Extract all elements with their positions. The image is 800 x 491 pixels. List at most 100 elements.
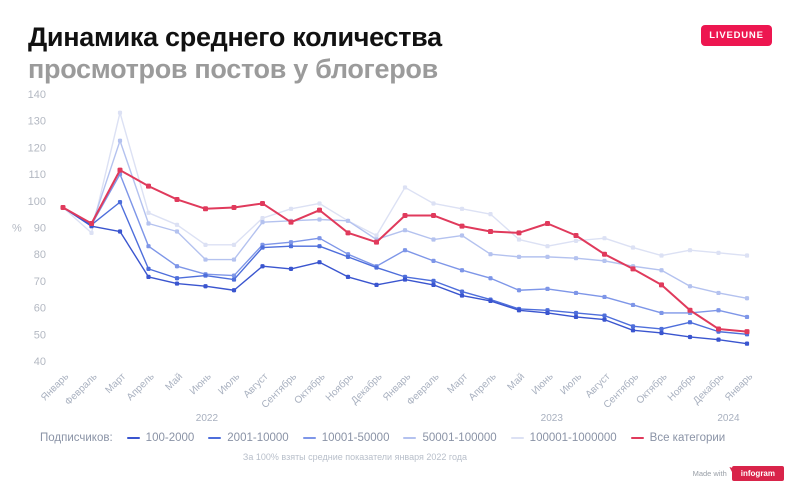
data-point[interactable] (716, 337, 721, 342)
data-point[interactable] (374, 233, 379, 238)
data-point[interactable] (345, 254, 351, 259)
data-point[interactable] (402, 277, 408, 282)
data-point[interactable] (203, 242, 208, 247)
data-point[interactable] (402, 185, 408, 190)
data-point[interactable] (630, 302, 636, 308)
legend-item-2001-10000[interactable]: 2001-10000 (208, 432, 289, 444)
data-point[interactable] (374, 265, 379, 270)
data-point[interactable] (687, 334, 693, 340)
data-point[interactable] (431, 282, 436, 288)
data-point[interactable] (687, 248, 693, 253)
legend-item-100-2000[interactable]: 100-2000 (126, 432, 194, 444)
data-point[interactable] (174, 264, 180, 269)
data-point[interactable] (288, 266, 294, 271)
data-point[interactable] (260, 264, 265, 269)
data-point[interactable] (516, 230, 522, 236)
data-point[interactable] (174, 222, 180, 227)
data-point[interactable] (716, 250, 721, 255)
data-point[interactable] (602, 294, 607, 300)
data-point[interactable] (402, 228, 408, 233)
data-point[interactable] (744, 253, 750, 258)
legend-item-50001-100000[interactable]: 50001-100000 (403, 432, 497, 444)
data-point[interactable] (174, 229, 180, 234)
data-point[interactable] (687, 284, 693, 289)
data-point[interactable] (459, 293, 465, 298)
data-point[interactable] (231, 277, 237, 282)
data-point[interactable] (659, 253, 664, 258)
data-point[interactable] (402, 248, 408, 253)
data-point[interactable] (117, 110, 123, 115)
infogram-credit[interactable]: Made with infogram (693, 466, 784, 481)
data-point[interactable] (231, 257, 237, 262)
data-point[interactable] (203, 284, 208, 289)
data-point[interactable] (89, 230, 94, 235)
data-point[interactable] (260, 220, 265, 225)
data-point[interactable] (716, 290, 721, 296)
data-point[interactable] (459, 223, 465, 229)
data-point[interactable] (744, 341, 750, 346)
data-point[interactable] (545, 254, 550, 259)
data-point[interactable] (260, 216, 265, 221)
data-point[interactable] (459, 268, 465, 273)
data-point[interactable] (117, 229, 123, 234)
data-point[interactable] (459, 289, 465, 294)
data-point[interactable] (431, 278, 436, 283)
legend-item-10001-50000[interactable]: 10001-50000 (302, 432, 389, 444)
data-point[interactable] (630, 266, 636, 272)
data-point[interactable] (659, 330, 664, 336)
data-point[interactable] (659, 282, 664, 288)
data-point[interactable] (146, 266, 151, 271)
data-point[interactable] (174, 276, 180, 281)
data-point[interactable] (317, 201, 322, 206)
data-point[interactable] (545, 286, 550, 292)
data-point[interactable] (288, 244, 294, 249)
data-point[interactable] (288, 240, 294, 245)
data-point[interactable] (488, 229, 493, 235)
data-point[interactable] (516, 288, 522, 293)
data-point[interactable] (117, 138, 123, 143)
data-point[interactable] (545, 310, 550, 316)
data-point[interactable] (431, 237, 436, 242)
data-point[interactable] (573, 310, 579, 316)
data-point[interactable] (431, 258, 436, 263)
data-point[interactable] (203, 206, 208, 212)
data-point[interactable] (516, 237, 522, 242)
data-point[interactable] (146, 210, 151, 215)
data-point[interactable] (573, 314, 579, 320)
data-point[interactable] (345, 230, 351, 236)
data-point[interactable] (488, 298, 493, 304)
data-point[interactable] (744, 296, 750, 301)
legend-item-all-categories[interactable]: Все категории (630, 432, 725, 444)
data-point[interactable] (431, 201, 436, 206)
data-point[interactable] (516, 254, 522, 259)
data-point[interactable] (459, 206, 465, 211)
data-point[interactable] (317, 217, 322, 222)
data-point[interactable] (687, 307, 693, 313)
data-point[interactable] (744, 329, 750, 335)
data-point[interactable] (630, 245, 636, 250)
data-point[interactable] (203, 273, 208, 278)
data-point[interactable] (716, 308, 721, 313)
data-point[interactable] (744, 314, 750, 320)
data-point[interactable] (602, 313, 607, 318)
legend-item-100001-1000000[interactable]: 100001-1000000 (510, 432, 617, 444)
data-point[interactable] (459, 233, 465, 238)
data-point[interactable] (602, 317, 607, 322)
data-point[interactable] (659, 268, 664, 273)
data-point[interactable] (146, 183, 151, 189)
data-point[interactable] (374, 239, 379, 245)
data-point[interactable] (345, 274, 351, 279)
data-point[interactable] (317, 260, 322, 265)
data-point[interactable] (231, 242, 237, 247)
data-point[interactable] (630, 328, 636, 333)
data-point[interactable] (488, 252, 493, 257)
data-point[interactable] (203, 257, 208, 262)
data-point[interactable] (317, 244, 322, 249)
data-point[interactable] (174, 196, 180, 202)
data-point[interactable] (317, 207, 322, 213)
data-point[interactable] (345, 218, 351, 223)
data-point[interactable] (488, 276, 493, 281)
data-point[interactable] (659, 326, 664, 332)
data-point[interactable] (174, 281, 180, 286)
data-point[interactable] (431, 212, 436, 218)
